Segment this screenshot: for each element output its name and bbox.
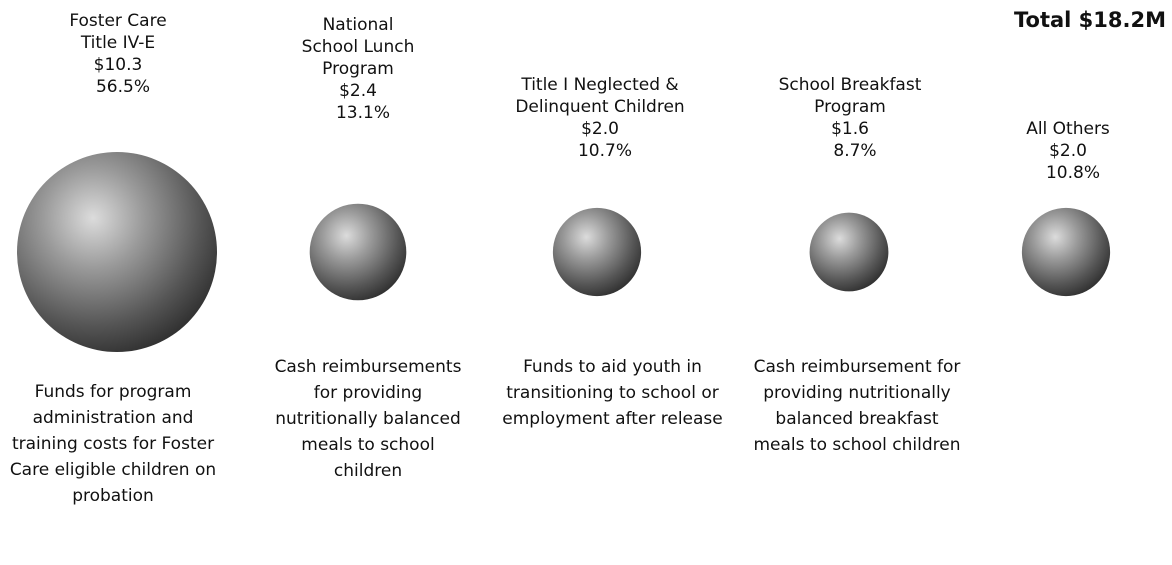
label-name-line: Title I Neglected & (521, 75, 679, 95)
bubble-label-title-one: Title I Neglected & Delinquent Children … (495, 74, 705, 162)
label-name-line: Program (814, 97, 886, 117)
label-name-line: School Breakfast (778, 75, 922, 95)
label-value: $2.0 (581, 119, 619, 139)
bubble-all-others (1021, 207, 1111, 297)
bubble-title-one (552, 207, 642, 297)
bubble-label-school-breakfast: School Breakfast Program $1.6 8.7% (760, 74, 940, 162)
label-value: $10.3 (93, 55, 143, 75)
bubble-label-all-others: All Others $2.0 10.8% (1003, 118, 1133, 184)
label-name-line: Foster Care (69, 11, 167, 31)
bubble-label-school-lunch: National School Lunch Program $2.4 13.1% (273, 14, 443, 124)
label-name-line: School Lunch (301, 37, 415, 57)
label-percent: 10.7% (577, 141, 632, 161)
label-percent: 13.1% (335, 103, 390, 123)
description-school-breakfast: Cash reimbursement for providing nutriti… (753, 357, 961, 455)
label-name-line: Delinquent Children (515, 97, 685, 117)
label-value: $1.6 (831, 119, 869, 139)
description-school-lunch: Cash reimbursements for providing nutrit… (274, 357, 462, 481)
label-name-line: All Others (1026, 119, 1110, 139)
label-value: $2.0 (1049, 141, 1087, 161)
label-percent: 8.7% (833, 141, 877, 161)
bubble-school-lunch (309, 203, 407, 301)
chart-total: Total $18.2M (1013, 8, 1166, 32)
label-value: $2.4 (339, 81, 377, 101)
description-foster-care: Funds for program administration and tra… (9, 382, 217, 506)
label-percent: 56.5% (95, 77, 150, 97)
bubble-foster-care (17, 152, 217, 352)
label-name-line: National (322, 15, 394, 35)
bubble-label-foster-care: Foster Care Title IV-E $10.3 56.5% (38, 10, 198, 98)
label-name-line: Program (322, 59, 394, 79)
bubble-school-breakfast (809, 212, 889, 292)
label-name-line: Title IV-E (80, 33, 156, 53)
description-title-one: Funds to aid youth in transitioning to s… (502, 357, 723, 429)
label-percent: 10.8% (1045, 163, 1100, 183)
